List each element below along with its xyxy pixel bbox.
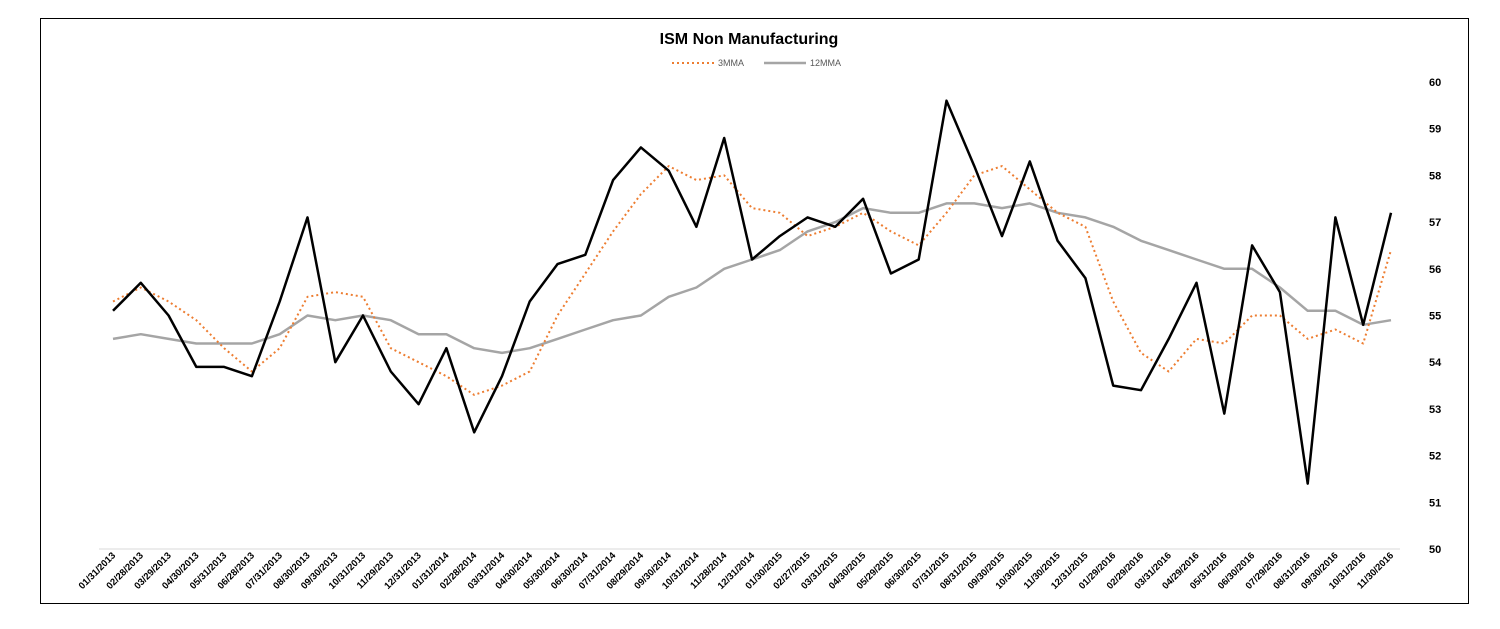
x-axis: 01/31/201302/28/201303/29/201304/30/2013… [77,550,1396,592]
y-tick-label: 54 [1429,357,1442,369]
y-tick-label: 59 [1429,124,1441,136]
y-tick-label: 51 [1429,497,1441,509]
y-tick-label: 55 [1429,311,1441,323]
legend-label-3mma: 3MMA [718,58,744,68]
series-line-ism [112,99,1393,485]
legend: 3MMA 12MMA [672,58,841,68]
y-axis: 50 51 52 53 54 55 56 57 58 59 60 [1429,77,1442,556]
y-tick-label: 57 [1429,217,1441,229]
y-tick-label: 50 [1429,544,1441,556]
y-tick-label: 52 [1429,451,1441,463]
chart-canvas: ISM Non Manufacturing 3MMA 12MMA 5051525… [77,31,1442,592]
y-tick-label: 60 [1429,77,1441,89]
plot-area [112,99,1393,485]
series-line-3mma [112,165,1392,396]
y-tick-label: 53 [1429,404,1441,416]
chart-title: ISM Non Manufacturing [660,31,839,48]
y-tick-label: 56 [1429,264,1441,276]
legend-label-12mma: 12MMA [810,58,841,68]
chart-frame: ISM Non Manufacturing 3MMA 12MMA 50 51 52 5… [40,18,1469,604]
y-tick-label: 58 [1429,170,1441,182]
